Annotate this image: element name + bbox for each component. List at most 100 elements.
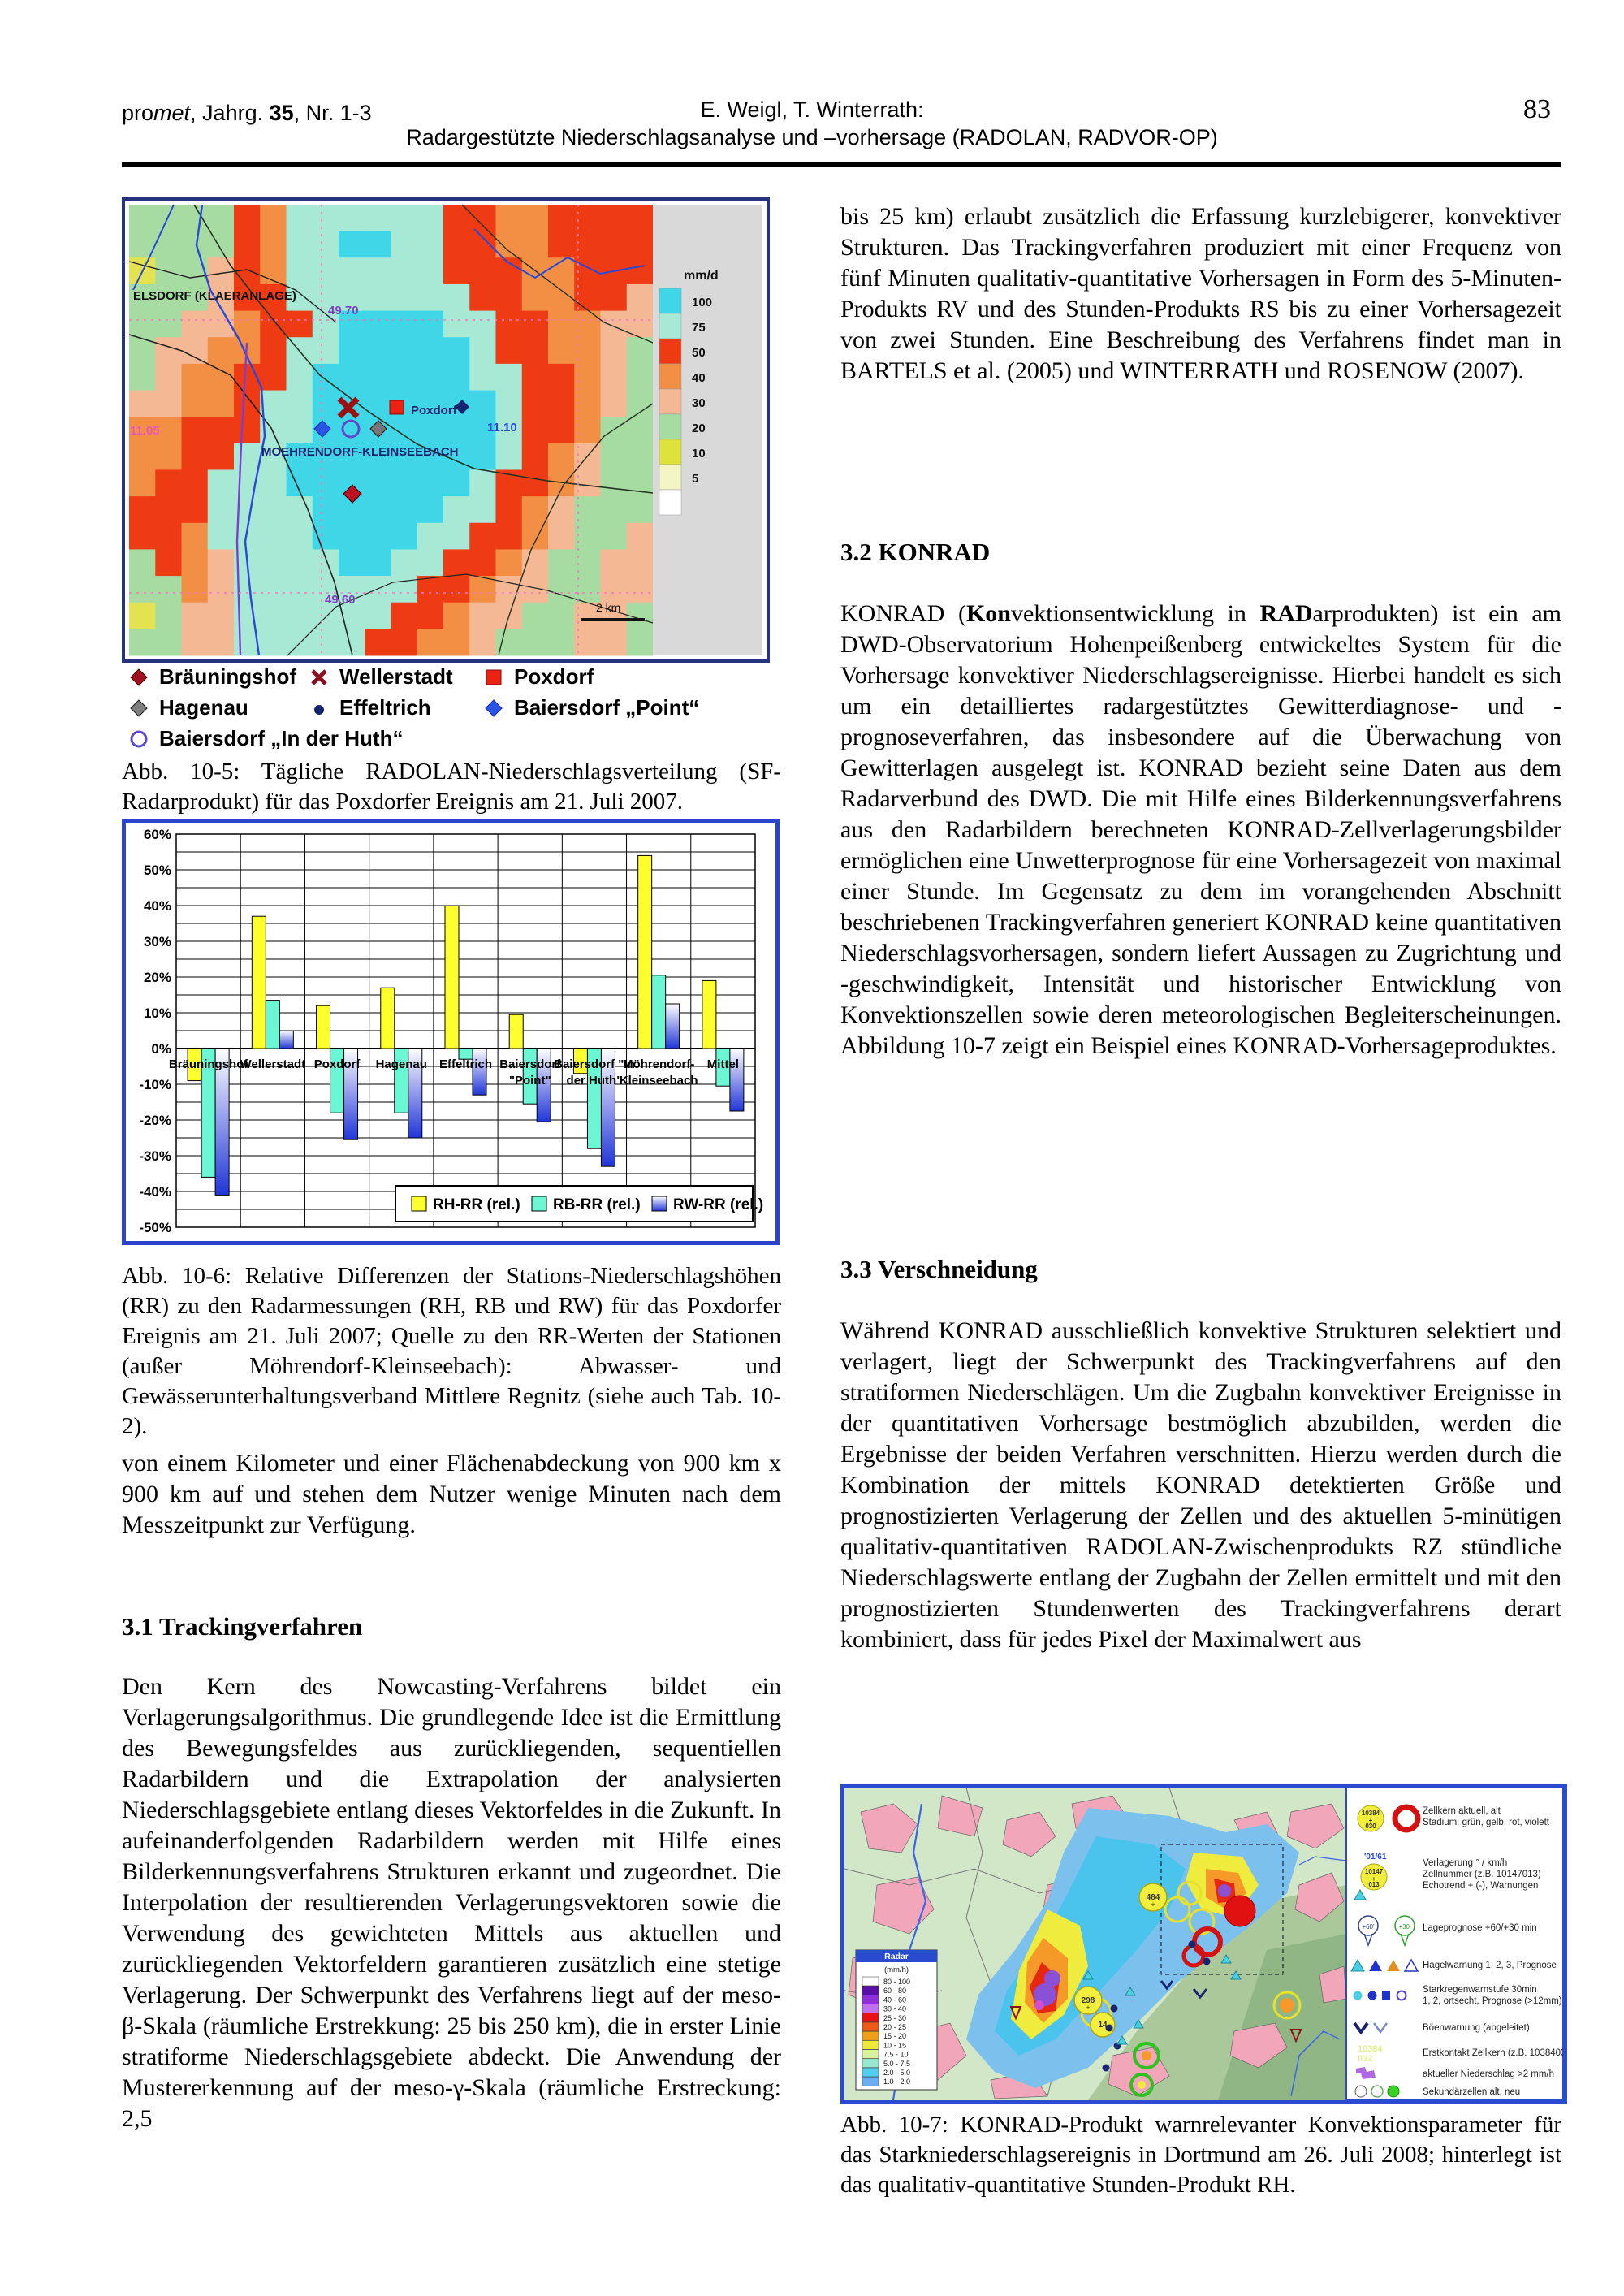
station-legend-item: Poxdorf	[483, 664, 594, 690]
article-title: Radargestützte Niederschlagsanalyse und …	[406, 125, 1218, 149]
authors-line: E. Weigl, T. Winterrath:	[700, 97, 924, 122]
x-category-label: "Point"	[509, 1074, 551, 1087]
cell-number-text: 10147+013	[1365, 1868, 1384, 1888]
svg-text:10147: 10147	[1365, 1868, 1384, 1875]
bar-RW-RR (rel.)	[472, 1048, 487, 1096]
radar-scale-title: Radar	[884, 1952, 909, 1961]
bar-RH-RR (rel.)	[251, 915, 266, 1049]
svg-text:+30': +30'	[1398, 1923, 1411, 1931]
river-line	[195, 204, 266, 656]
heavy-rain-icons	[1353, 1990, 1407, 2001]
diamond-gray-icon	[130, 698, 148, 717]
konrad-legend-entry: Zellnummer (z.B. 10147013)	[1423, 1870, 1541, 1879]
heading-3-3: 3.3 Verschneidung	[840, 1255, 1038, 1283]
legend-value: 75	[692, 321, 706, 335]
baiersdorf-huth-marker	[341, 419, 361, 439]
cell-id-label: 298	[1082, 1996, 1095, 2005]
legend-series-label: RH-RR (rel.)	[433, 1196, 520, 1213]
paragraph-coverage: von einem Kilometer und einer Flächenabd…	[122, 1450, 781, 1538]
chart-legend: RH-RR (rel.) RB-RR (rel.) RW-RR (rel.)	[395, 1185, 763, 1222]
cell-markers	[1009, 1880, 1302, 2097]
river-line	[473, 228, 646, 279]
baiersdorf-point-marker	[313, 420, 331, 438]
diamond-blue-icon	[485, 698, 503, 717]
y-tick-label: 0%	[151, 1041, 171, 1057]
svg-text:+: +	[1086, 2004, 1090, 2012]
konrad-legend-panel	[1345, 1788, 1563, 2100]
caption-abb-10-5: Abb. 10-5: Tägliche RADOLAN-Niederschlag…	[122, 759, 781, 815]
svg-text:10384: 10384	[1362, 1810, 1380, 1817]
cell-id-label: 484	[1147, 1893, 1160, 1902]
y-tick-label: 40%	[144, 898, 171, 914]
legend-series-label: RB-RR (rel.)	[553, 1196, 641, 1213]
map-station-markers	[313, 396, 469, 504]
y-tick-label: 20%	[144, 970, 171, 985]
konrad-legend-entry: Hagelwarnung 1, 2, 3, Prognose	[1423, 1961, 1557, 1970]
svg-text:10384: 10384	[1358, 2044, 1383, 2054]
gust-warning-icons	[1353, 2021, 1389, 2035]
caption-abb-10-7: Abb. 10-7: KONRAD-Produkt warnrelevanter…	[840, 2112, 1561, 2198]
svg-text:+: +	[1369, 1817, 1373, 1824]
bar-RW-RR (rel.)	[536, 1048, 551, 1122]
legend-swatch	[659, 313, 682, 339]
konrad-legend-entry: Lageprognose +60/+30 min	[1423, 1923, 1537, 1933]
y-tick-label: -40%	[139, 1184, 171, 1200]
radar-scale-label: 20 - 25	[883, 2023, 906, 2031]
map-legend-title: mm/d	[684, 269, 719, 283]
station-legend-item: Bräuningshof	[128, 664, 296, 690]
legend-swatch	[659, 413, 682, 440]
bar-RW-RR (rel.)	[279, 1030, 294, 1049]
konrad-legend-entry: Stadium: grün, gelb, rot, violett	[1423, 1818, 1550, 1827]
radar-scale-label: 60 - 80	[883, 1987, 906, 1995]
bar-RB-RR (rel.)	[651, 975, 667, 1049]
legend-swatch	[659, 388, 682, 415]
station-label: Effeltrich	[339, 695, 431, 720]
hail-warning-icons	[1350, 1958, 1419, 1972]
svg-text:+60': +60'	[1362, 1923, 1375, 1931]
figure-bar-chart: 60% 50% 40% 30% 20% 10% 0% -10% -20% -30% -40% -50%…	[122, 819, 780, 1245]
legend-swatch	[659, 464, 682, 491]
radar-scale-label: 40 - 60	[883, 1995, 906, 2004]
cell-core-number: 10384+030	[1362, 1810, 1380, 1830]
radar-scale-label: 15 - 20	[883, 2032, 906, 2040]
bar-RW-RR (rel.)	[600, 1048, 615, 1167]
map-label-moehrendorf: MOEHRENDORF-KLEINSEEBACH	[261, 445, 459, 459]
station-label: Baiersdorf „Point“	[514, 695, 700, 720]
legend-value: 40	[692, 371, 706, 385]
journal-name: pro	[122, 101, 154, 125]
legend-swatch	[659, 489, 682, 516]
legend-value: 30	[692, 396, 706, 410]
konrad-legend-entry: Verlagerung ° / km/h	[1423, 1858, 1507, 1868]
konrad-legend-entry: Echotrend + (-), Warnungen	[1423, 1881, 1538, 1891]
svg-text:032: 032	[1358, 2054, 1372, 2064]
map-legend-scale: 100 75 50 40 30 20 10 5	[659, 288, 712, 516]
map-label-lat-top: 49.70	[328, 304, 359, 318]
y-tick-label: 60%	[144, 827, 171, 842]
warning-triangle-icon	[1354, 1889, 1367, 1900]
paragraph-rv-rs: bis 25 km) erlaubt zusätzlich die Erfass…	[840, 203, 1561, 384]
map-label-lat-bottom: 49.60	[325, 593, 356, 607]
journal-reference: promet, Jahrg. 35, Nr. 1-3	[122, 101, 372, 125]
y-tick-label: -50%	[139, 1220, 171, 1235]
y-tick-label: -30%	[139, 1148, 171, 1164]
map-label-elsdorf: ELSDORF (KLAERANLAGE)	[133, 289, 296, 303]
secondary-cell-icons	[1354, 2085, 1400, 2098]
konrad-legend-entry: Böenwarnung (abgeleitet)	[1423, 2023, 1530, 2033]
caption-abb-10-6: Abb. 10-6: Relative Differenzen der Stat…	[122, 1263, 781, 1439]
station-legend-item: Wellerstadt	[309, 664, 453, 690]
cell-id-annotations: 484+298+14	[1082, 1893, 1160, 2030]
old-cell-ring-icon	[1392, 1804, 1421, 1833]
map-label-lon-right: 11.10	[487, 421, 517, 435]
radar-scale-label: 30 - 40	[883, 2005, 906, 2013]
selection-box	[1160, 1844, 1284, 1975]
x-category-label: Mittel	[707, 1057, 739, 1071]
x-category-label: Möhrendorf-	[623, 1057, 694, 1071]
legend-value: 20	[692, 422, 706, 435]
svg-text:+: +	[1151, 1900, 1155, 1909]
konrad-legend-entry: 1, 2, ortsecht, Prognose (>12mm)	[1423, 1996, 1562, 2006]
konrad-legend-entry: Starkregenwarnstufe 30min	[1423, 1985, 1537, 1995]
bar-RH-RR (rel.)	[637, 854, 653, 1049]
station-legend-item: Baiersdorf „In der Huth“	[128, 726, 403, 751]
